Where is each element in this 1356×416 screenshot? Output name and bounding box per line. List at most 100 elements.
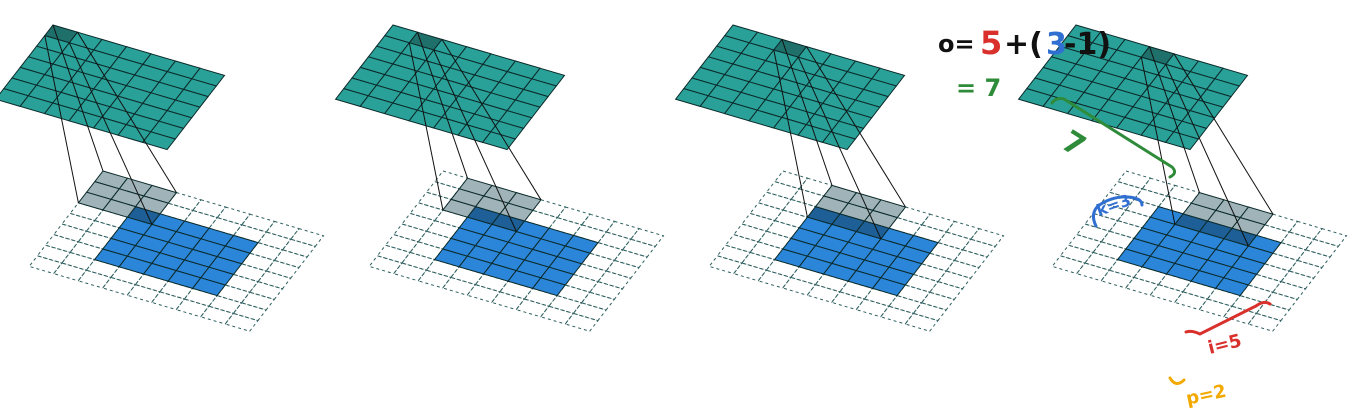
padding-cell	[1255, 302, 1290, 322]
padding-cell	[401, 212, 436, 232]
padding-cell	[28, 255, 63, 275]
padding-cell	[572, 302, 607, 322]
padding-cell	[240, 213, 276, 233]
panels	[0, 24, 1348, 332]
padding-cell	[741, 251, 776, 271]
projection-line	[1173, 53, 1274, 215]
padding-cell	[937, 231, 972, 251]
padding-cell	[621, 238, 657, 258]
padding-cell	[757, 191, 792, 211]
padding-cell	[1075, 223, 1111, 243]
padding-cell	[257, 270, 292, 290]
formula-equals: = 7	[956, 74, 1001, 102]
padding-cell	[724, 234, 760, 253]
formula-minus: -1)	[1064, 27, 1111, 62]
projection-line	[52, 24, 104, 172]
padding-cell	[605, 220, 640, 240]
padding-cell	[1288, 259, 1323, 279]
padding-cell	[716, 244, 751, 264]
input-cell	[1214, 277, 1250, 297]
output-grid	[0, 24, 226, 151]
padding-cell	[1084, 251, 1119, 271]
padding-cell	[265, 259, 300, 279]
kernel-cell	[134, 195, 170, 215]
padding-cell	[150, 291, 186, 311]
padding-cell	[175, 298, 210, 318]
padding-cell	[773, 170, 809, 190]
padding-cell	[1173, 291, 1209, 311]
padding-cell	[1288, 220, 1323, 240]
projection-line	[68, 42, 153, 225]
padding-cell	[289, 228, 325, 247]
padding-cell	[368, 255, 403, 275]
padding-cell	[1124, 276, 1160, 296]
projection-line	[1149, 46, 1200, 193]
padding-cell	[52, 223, 88, 243]
padding-cell	[580, 213, 616, 233]
output-grid	[1017, 24, 1249, 151]
padding-cell	[732, 223, 768, 243]
label-output: 7	[1055, 124, 1091, 165]
kernel-cell	[1231, 217, 1266, 236]
kernel-cell	[863, 209, 899, 229]
input-cell	[191, 277, 227, 297]
padding-cell	[912, 302, 947, 322]
padding-cell	[417, 269, 452, 289]
padding-cell	[1263, 291, 1299, 311]
padding-cell	[126, 284, 161, 303]
padding-cell	[1051, 255, 1086, 275]
padding-cell	[548, 295, 583, 314]
projection-line	[408, 42, 444, 211]
output-grid	[334, 24, 566, 151]
padding-cell	[61, 212, 96, 232]
padding-cell	[216, 206, 251, 226]
padding-cell	[281, 238, 317, 258]
padding-cell	[1296, 249, 1331, 269]
projection-lines	[1140, 46, 1274, 247]
projection-line	[77, 31, 177, 193]
input-grid	[773, 206, 939, 297]
kernel-window	[1182, 192, 1274, 236]
projection-line	[44, 35, 79, 203]
padding-cell	[539, 305, 575, 325]
padding-cell	[466, 284, 501, 303]
padding-cell	[101, 276, 137, 296]
padding-cell	[749, 202, 784, 222]
padding-cell	[1141, 177, 1176, 197]
projection-line	[781, 39, 833, 186]
padding-cell	[265, 220, 300, 240]
padding-cell	[441, 276, 477, 296]
panel-2	[334, 24, 665, 332]
padding-cell	[392, 262, 428, 282]
kernel-cell	[442, 198, 477, 218]
padding-cell	[199, 305, 235, 325]
padding-cell	[1067, 234, 1103, 253]
input-grid	[433, 206, 599, 297]
padding-cell	[77, 269, 112, 289]
padding-cell	[224, 312, 259, 332]
padding-cell	[1280, 231, 1315, 251]
padding-cell	[1149, 284, 1184, 303]
kernel-window	[77, 170, 178, 218]
padding-cell	[597, 231, 632, 251]
padding-cell	[1304, 238, 1340, 258]
padding-cell	[401, 251, 436, 271]
projection-line	[417, 32, 468, 179]
kernel-cell	[102, 198, 137, 218]
padding-cell	[240, 291, 276, 311]
padding-cell	[384, 234, 420, 253]
padding-cell	[1271, 281, 1307, 300]
padding-cell	[52, 262, 88, 282]
padding-cell	[708, 255, 743, 275]
padding-cell	[1198, 298, 1233, 318]
padding-cell	[945, 259, 980, 279]
formula-i: 5	[980, 24, 1002, 62]
padding-cell	[830, 291, 866, 311]
padding-cell	[928, 281, 964, 300]
padding-cell	[515, 298, 550, 318]
padding-cell	[920, 213, 956, 233]
input-grid	[93, 206, 259, 297]
input-grid	[1116, 206, 1282, 297]
projection-line	[1165, 64, 1249, 247]
padding-cell	[855, 298, 890, 318]
